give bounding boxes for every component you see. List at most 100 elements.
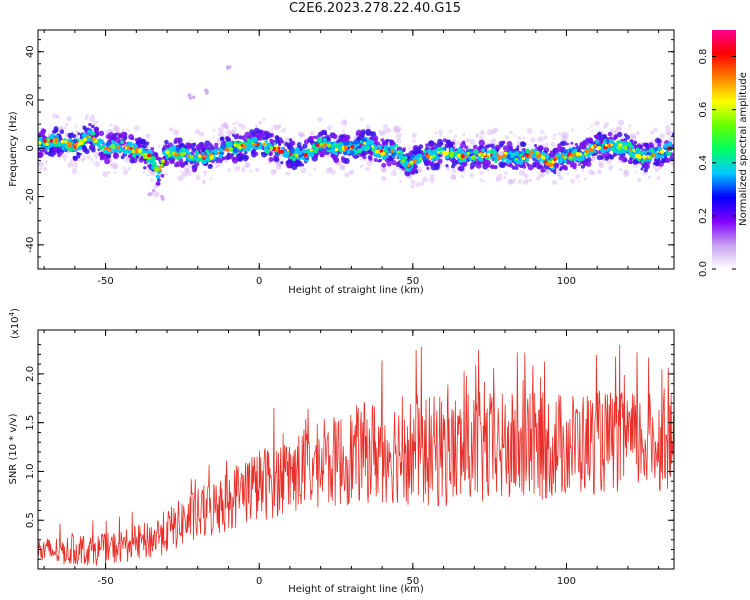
spectral-core-point [218,154,223,159]
spectral-halo-point [395,133,402,140]
colorbar-label: Normalized spectral amplitude [738,72,749,226]
spectral-peak-point [263,142,266,146]
spectral-peak-point [436,151,440,154]
spectral-halo-point [558,175,564,180]
spectral-core-point [155,174,161,179]
spectral-halo-point [300,167,307,174]
spectral-band-point [89,145,93,149]
spectral-halo-point [429,178,435,184]
spectral-band-point [623,133,628,137]
spectral-halo-point [359,165,362,168]
spectral-peak-point [171,152,174,155]
spectral-core-point [251,136,257,143]
spectral-peak-point [228,146,233,151]
bottom-y-tick-label: 2.0 [25,366,36,382]
spectral-halo-point [146,173,149,177]
spectral-core-point [220,144,225,149]
spectral-core-point [96,142,101,147]
spectral-halo-point [254,124,258,128]
spectral-core-point [273,142,277,146]
spectral-band-point [59,129,65,134]
spectral-halo-point [553,133,557,137]
spectral-halo-point [479,130,485,136]
spectral-band-point [91,124,95,129]
spectral-halo-point [456,141,462,146]
spectral-core-point [146,159,150,164]
spectral-core-point [311,144,316,149]
spectral-core-point [284,151,288,155]
spectral-halo-point [280,130,283,133]
spectral-halo-point [203,170,208,175]
spectral-peak-point [131,150,135,154]
spectral-core-point [667,151,672,156]
spectral-peak-point [129,147,133,150]
spectral-halo-point [496,177,500,182]
spectral-band-point [84,148,90,155]
spectral-halo-point [493,127,499,133]
spectral-halo-point [594,120,600,127]
bottom-y-axis-label: SNR (10 * v/v) [8,413,19,484]
spectral-peak-point [360,143,363,147]
spectral-halo-point [448,129,452,133]
spectral-halo-point [481,179,485,183]
spectral-core-point [258,145,263,150]
spectral-band-point [129,158,135,164]
spectral-band-point [251,149,256,154]
spectral-core-point [338,148,344,153]
spectral-halo-point [64,122,69,127]
spectral-core-point [229,142,233,146]
spectral-band-point [649,144,654,149]
spectral-peak-point [584,149,589,154]
spectral-peak-point [406,163,411,168]
spectral-halo-point [581,169,585,173]
spectral-halo-point [93,152,100,158]
spectral-band-point [540,166,545,170]
spectral-halo-point [558,132,561,136]
spectral-halo-point [551,179,557,185]
spectral-peak-point [578,152,583,157]
spectral-halo-point [276,124,282,129]
spectral-halo-point [149,178,154,182]
spectral-halo-point [215,165,218,168]
spectral-band-point [377,159,381,163]
spectral-peak-point [256,142,260,147]
spectral-halo-point [479,178,483,182]
spectral-halo-point [410,184,415,189]
spectral-peak-point [496,152,499,156]
spectrogram-panel: -50 0 50 100 40 20 0 -20 -40 Height of straight … [8,29,675,296]
spectral-band-point [269,138,273,142]
spectral-band-point [174,163,179,168]
spectral-peak-point [446,151,450,154]
spectral-core-point [486,150,490,153]
spectral-band-point [521,141,527,147]
spectral-peak-point [38,140,42,145]
spectral-halo-point [176,130,180,134]
spectral-band-point [274,157,280,163]
spectral-band-point [88,122,92,127]
spectral-halo-point [43,167,48,171]
spectral-halo-point [578,180,581,183]
spectral-band-point [194,161,200,167]
spectral-band-point [68,133,74,139]
spectral-core-point [602,149,606,153]
spectral-halo-point [400,133,403,136]
spectral-band-point [249,129,255,135]
bottom-x-tick-label: 50 [406,576,419,587]
spectral-halo-point [110,162,118,169]
spectral-halo-point [262,117,266,121]
y-multiplier-label: (x104) [8,308,21,339]
spectral-band-point [405,153,410,158]
spectral-peak-point [642,154,647,159]
spectral-core-point [312,148,319,154]
spectral-band-point [214,142,219,147]
spectral-band-point [613,134,619,140]
spectral-core-point [331,150,335,154]
spectral-peak-point [537,153,542,157]
spectral-band-point [380,138,385,143]
top-y-tick-label: 40 [25,45,36,58]
spectral-peak-point [478,153,482,157]
spectral-band-point [135,155,139,159]
spectral-halo-point [590,124,593,127]
spectral-peak-point [660,149,665,154]
spectral-halo-point [526,128,533,134]
